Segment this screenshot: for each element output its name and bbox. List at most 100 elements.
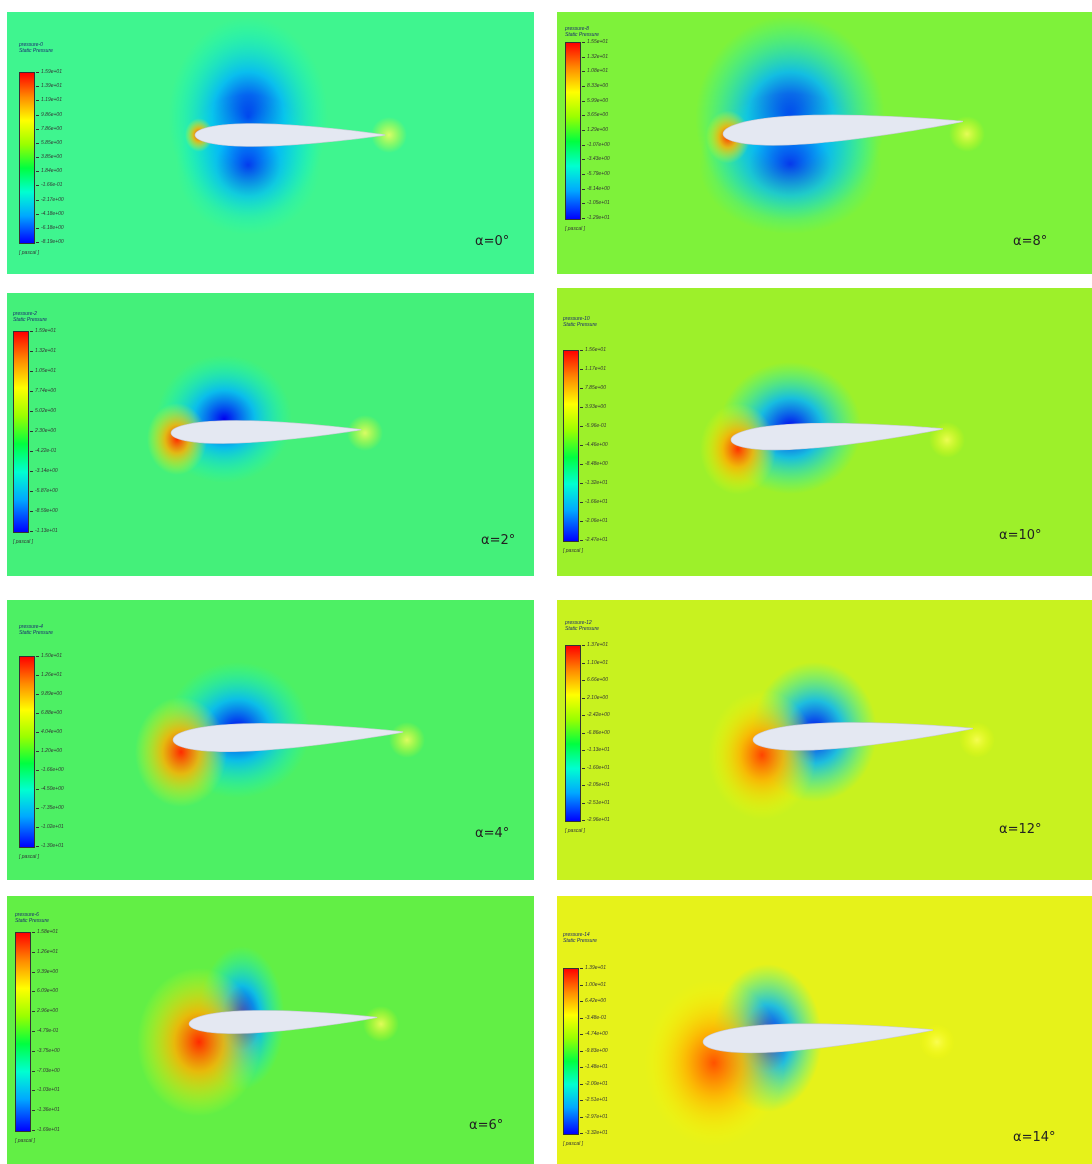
legend-color-bar bbox=[19, 72, 35, 244]
color-legend: pressure-8 Static Pressure 1.55e+01 1.32e… bbox=[565, 26, 610, 232]
contour-panel-alpha-14: pressure-14 Static Pressure 1.39e+01 1.00… bbox=[557, 896, 1092, 1164]
legend-tick-label: -1.66e+00 bbox=[36, 767, 64, 773]
airfoil bbox=[194, 123, 386, 147]
legend-unit: [ pascal ] bbox=[565, 226, 586, 232]
pressure-contour-field bbox=[557, 600, 1092, 880]
trailing-edge-region bbox=[389, 722, 425, 758]
contour-panel-alpha-4: pressure-4 Static Pressure 1.50e+01 1.26e… bbox=[7, 600, 534, 880]
legend-color-bar bbox=[563, 350, 579, 542]
legend-tick-label: 1.59e+01 bbox=[30, 328, 56, 334]
legend-tick-label: -1.66e+01 bbox=[580, 499, 608, 505]
legend-tick-label: -1.32e+01 bbox=[580, 480, 608, 486]
color-legend: pressure-10 Static Pressure 1.56e+01 1.17… bbox=[563, 316, 608, 554]
legend-tick-label: 1.20e+00 bbox=[36, 748, 62, 754]
legend-subtitle: Static Pressure bbox=[563, 938, 597, 944]
legend-title: pressure-6 bbox=[15, 912, 39, 918]
legend-tick-label: -8.14e+00 bbox=[582, 185, 610, 192]
legend-tick-label: 5.85e+00 bbox=[36, 139, 62, 146]
legend-unit: [ pascal ] bbox=[15, 1138, 36, 1144]
legend-unit: [ pascal ] bbox=[563, 1141, 584, 1147]
stagnation-region bbox=[700, 403, 776, 495]
legend-tick-label: -7.03e+00 bbox=[32, 1067, 60, 1074]
angle-of-attack-label: α=14° bbox=[1013, 1130, 1056, 1145]
legend-tick-label: 3.65e+00 bbox=[582, 112, 608, 119]
legend-tick-label: -3.14e+00 bbox=[30, 468, 58, 474]
angle-of-attack-label: α=8° bbox=[1013, 234, 1048, 249]
stagnation-region bbox=[147, 403, 207, 475]
legend-tick-label: -1.66e-01 bbox=[35, 182, 63, 189]
legend-tick-label: 1.32e+01 bbox=[582, 53, 608, 60]
legend-tick-label: 1.55e+01 bbox=[582, 39, 608, 45]
stagnation-region bbox=[708, 690, 816, 820]
pressure-contour-field bbox=[7, 293, 534, 576]
contour-panel-alpha-10: pressure-10 Static Pressure 1.56e+01 1.17… bbox=[557, 288, 1092, 576]
legend-tick-label: 1.08e+01 bbox=[582, 68, 608, 75]
legend-tick-label: 3.85e+00 bbox=[36, 154, 62, 160]
legend-tick-label: 9.86e+00 bbox=[36, 111, 62, 118]
airfoil bbox=[702, 1023, 934, 1054]
legend-tick-label: -1.48e+01 bbox=[580, 1064, 608, 1070]
legend-tick-label: 9.89e+00 bbox=[36, 691, 62, 697]
trailing-edge-region bbox=[919, 1024, 955, 1060]
legend-tick-label: -2.97e+01 bbox=[580, 1113, 608, 1120]
legend-color-bar bbox=[563, 968, 579, 1135]
trailing-edge-region bbox=[929, 422, 965, 458]
legend-tick-label: 1.19e+01 bbox=[36, 97, 62, 104]
stagnation-region bbox=[135, 696, 227, 808]
legend-tick-label: -2.00e+01 bbox=[580, 1080, 608, 1087]
color-legend: pressure-2 Static Pressure 1.59e+01 1.32e… bbox=[13, 311, 58, 545]
legend-tick-label: -1.07e+00 bbox=[582, 141, 610, 148]
legend-tick-label: -1.05e+01 bbox=[582, 200, 610, 207]
legend-unit: [ pascal ] bbox=[563, 548, 584, 554]
legend-tick-label: 4.04e+00 bbox=[36, 729, 62, 735]
legend-tick-label: -4.50e+00 bbox=[36, 786, 64, 792]
legend-subtitle: Static Pressure bbox=[563, 322, 597, 328]
legend-tick-label: 2.96e+00 bbox=[32, 1008, 58, 1015]
legend-tick-label: -6.18e+00 bbox=[36, 224, 64, 231]
legend-color-bar bbox=[565, 645, 581, 822]
angle-of-attack-label: α=2° bbox=[481, 533, 516, 548]
legend-tick-label: 1.17e+01 bbox=[580, 366, 606, 372]
legend-tick-label: -9.83e+00 bbox=[580, 1047, 608, 1054]
legend-tick-label: 1.00e+01 bbox=[580, 981, 606, 988]
trailing-edge-region bbox=[959, 722, 995, 758]
legend-tick-label: -1.29e+01 bbox=[582, 215, 610, 221]
legend-tick-label: 7.85e+00 bbox=[580, 385, 606, 391]
legend-title: pressure-10 bbox=[563, 316, 590, 322]
trailing-edge-region bbox=[363, 1006, 399, 1042]
legend-unit: [ pascal ] bbox=[565, 828, 586, 834]
legend-tick-label: 1.37e+01 bbox=[582, 642, 608, 648]
angle-of-attack-label: α=4° bbox=[475, 826, 510, 841]
legend-tick-label: -1.03e+01 bbox=[32, 1087, 60, 1094]
legend-tick-label: -2.42e+00 bbox=[582, 712, 610, 718]
airfoil bbox=[730, 422, 944, 451]
angle-of-attack-label: α=0° bbox=[475, 234, 510, 249]
legend-tick-label: 1.26e+01 bbox=[32, 948, 58, 955]
legend-tick-label: -1.69e+01 bbox=[32, 1127, 60, 1133]
legend-color-bar bbox=[565, 42, 581, 220]
legend-subtitle: Static Pressure bbox=[565, 32, 599, 38]
angle-of-attack-label: α=10° bbox=[999, 528, 1042, 543]
legend-tick-label: 5.02e+00 bbox=[30, 408, 56, 414]
suction-region-lower bbox=[176, 95, 321, 235]
legend-tick-label: -4.22e-01 bbox=[29, 448, 57, 454]
legend-title: pressure-4 bbox=[19, 624, 43, 630]
legend-tick-label: 1.26e+01 bbox=[36, 672, 62, 678]
legend-tick-label: -2.96e+01 bbox=[582, 817, 610, 823]
stagnation-region bbox=[137, 967, 261, 1117]
legend-tick-label: 6.88e+00 bbox=[36, 710, 62, 716]
legend-unit: [ pascal ] bbox=[13, 539, 34, 545]
legend-tick-label: -8.19e+00 bbox=[36, 239, 64, 245]
legend-title: pressure-0 bbox=[19, 42, 43, 48]
legend-unit: [ pascal ] bbox=[19, 854, 40, 860]
legend-tick-label: -1.30e+01 bbox=[36, 843, 64, 849]
legend-tick-label: -2.05e+01 bbox=[582, 782, 610, 788]
color-legend: pressure-6 Static Pressure 1.58e+01 1.26e… bbox=[15, 912, 60, 1144]
airfoil bbox=[722, 114, 963, 146]
legend-tick-label: 2.10e+00 bbox=[582, 694, 608, 701]
airfoil bbox=[752, 722, 974, 751]
legend-tick-label: 3.93e+00 bbox=[580, 404, 606, 410]
pressure-contour-field bbox=[557, 12, 1092, 274]
legend-tick-label: 9.39e+00 bbox=[32, 968, 58, 975]
pressure-contour-field bbox=[557, 896, 1092, 1164]
